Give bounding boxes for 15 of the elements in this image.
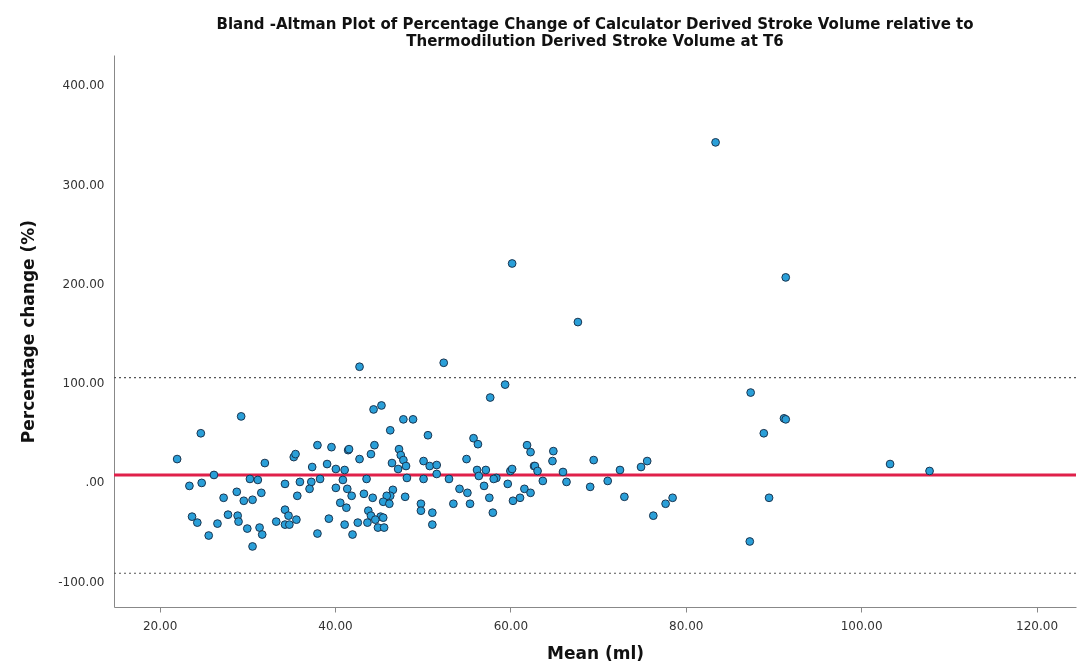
y-tick-label: 300.00 [62, 177, 105, 192]
y-axis-title: Percentage change (%) [18, 219, 39, 444]
x-axis-title: Mean (ml) [546, 642, 645, 663]
x-tick-label: 60.00 [493, 618, 529, 633]
chart-title: Bland -Altman Plot of Percentage Change of Calculator Derived Stroke Volume relative to Thermodilution Derived Stroke Volume at T6 [216, 15, 974, 50]
x-tick-label: 40.00 [318, 618, 353, 633]
x-tick-label: 100.00 [840, 618, 883, 633]
y-tick-label: 100.00 [62, 376, 105, 391]
x-tick-label: 120.00 [1016, 618, 1059, 633]
y-tick-label: .00 [85, 475, 105, 490]
y-tick-label: 200.00 [62, 276, 105, 291]
x-tick-label: 80.00 [669, 618, 704, 633]
y-tick-label: -100.00 [58, 574, 105, 589]
x-tick-label: 20.00 [142, 618, 178, 633]
y-tick-label: 400.00 [62, 78, 105, 93]
